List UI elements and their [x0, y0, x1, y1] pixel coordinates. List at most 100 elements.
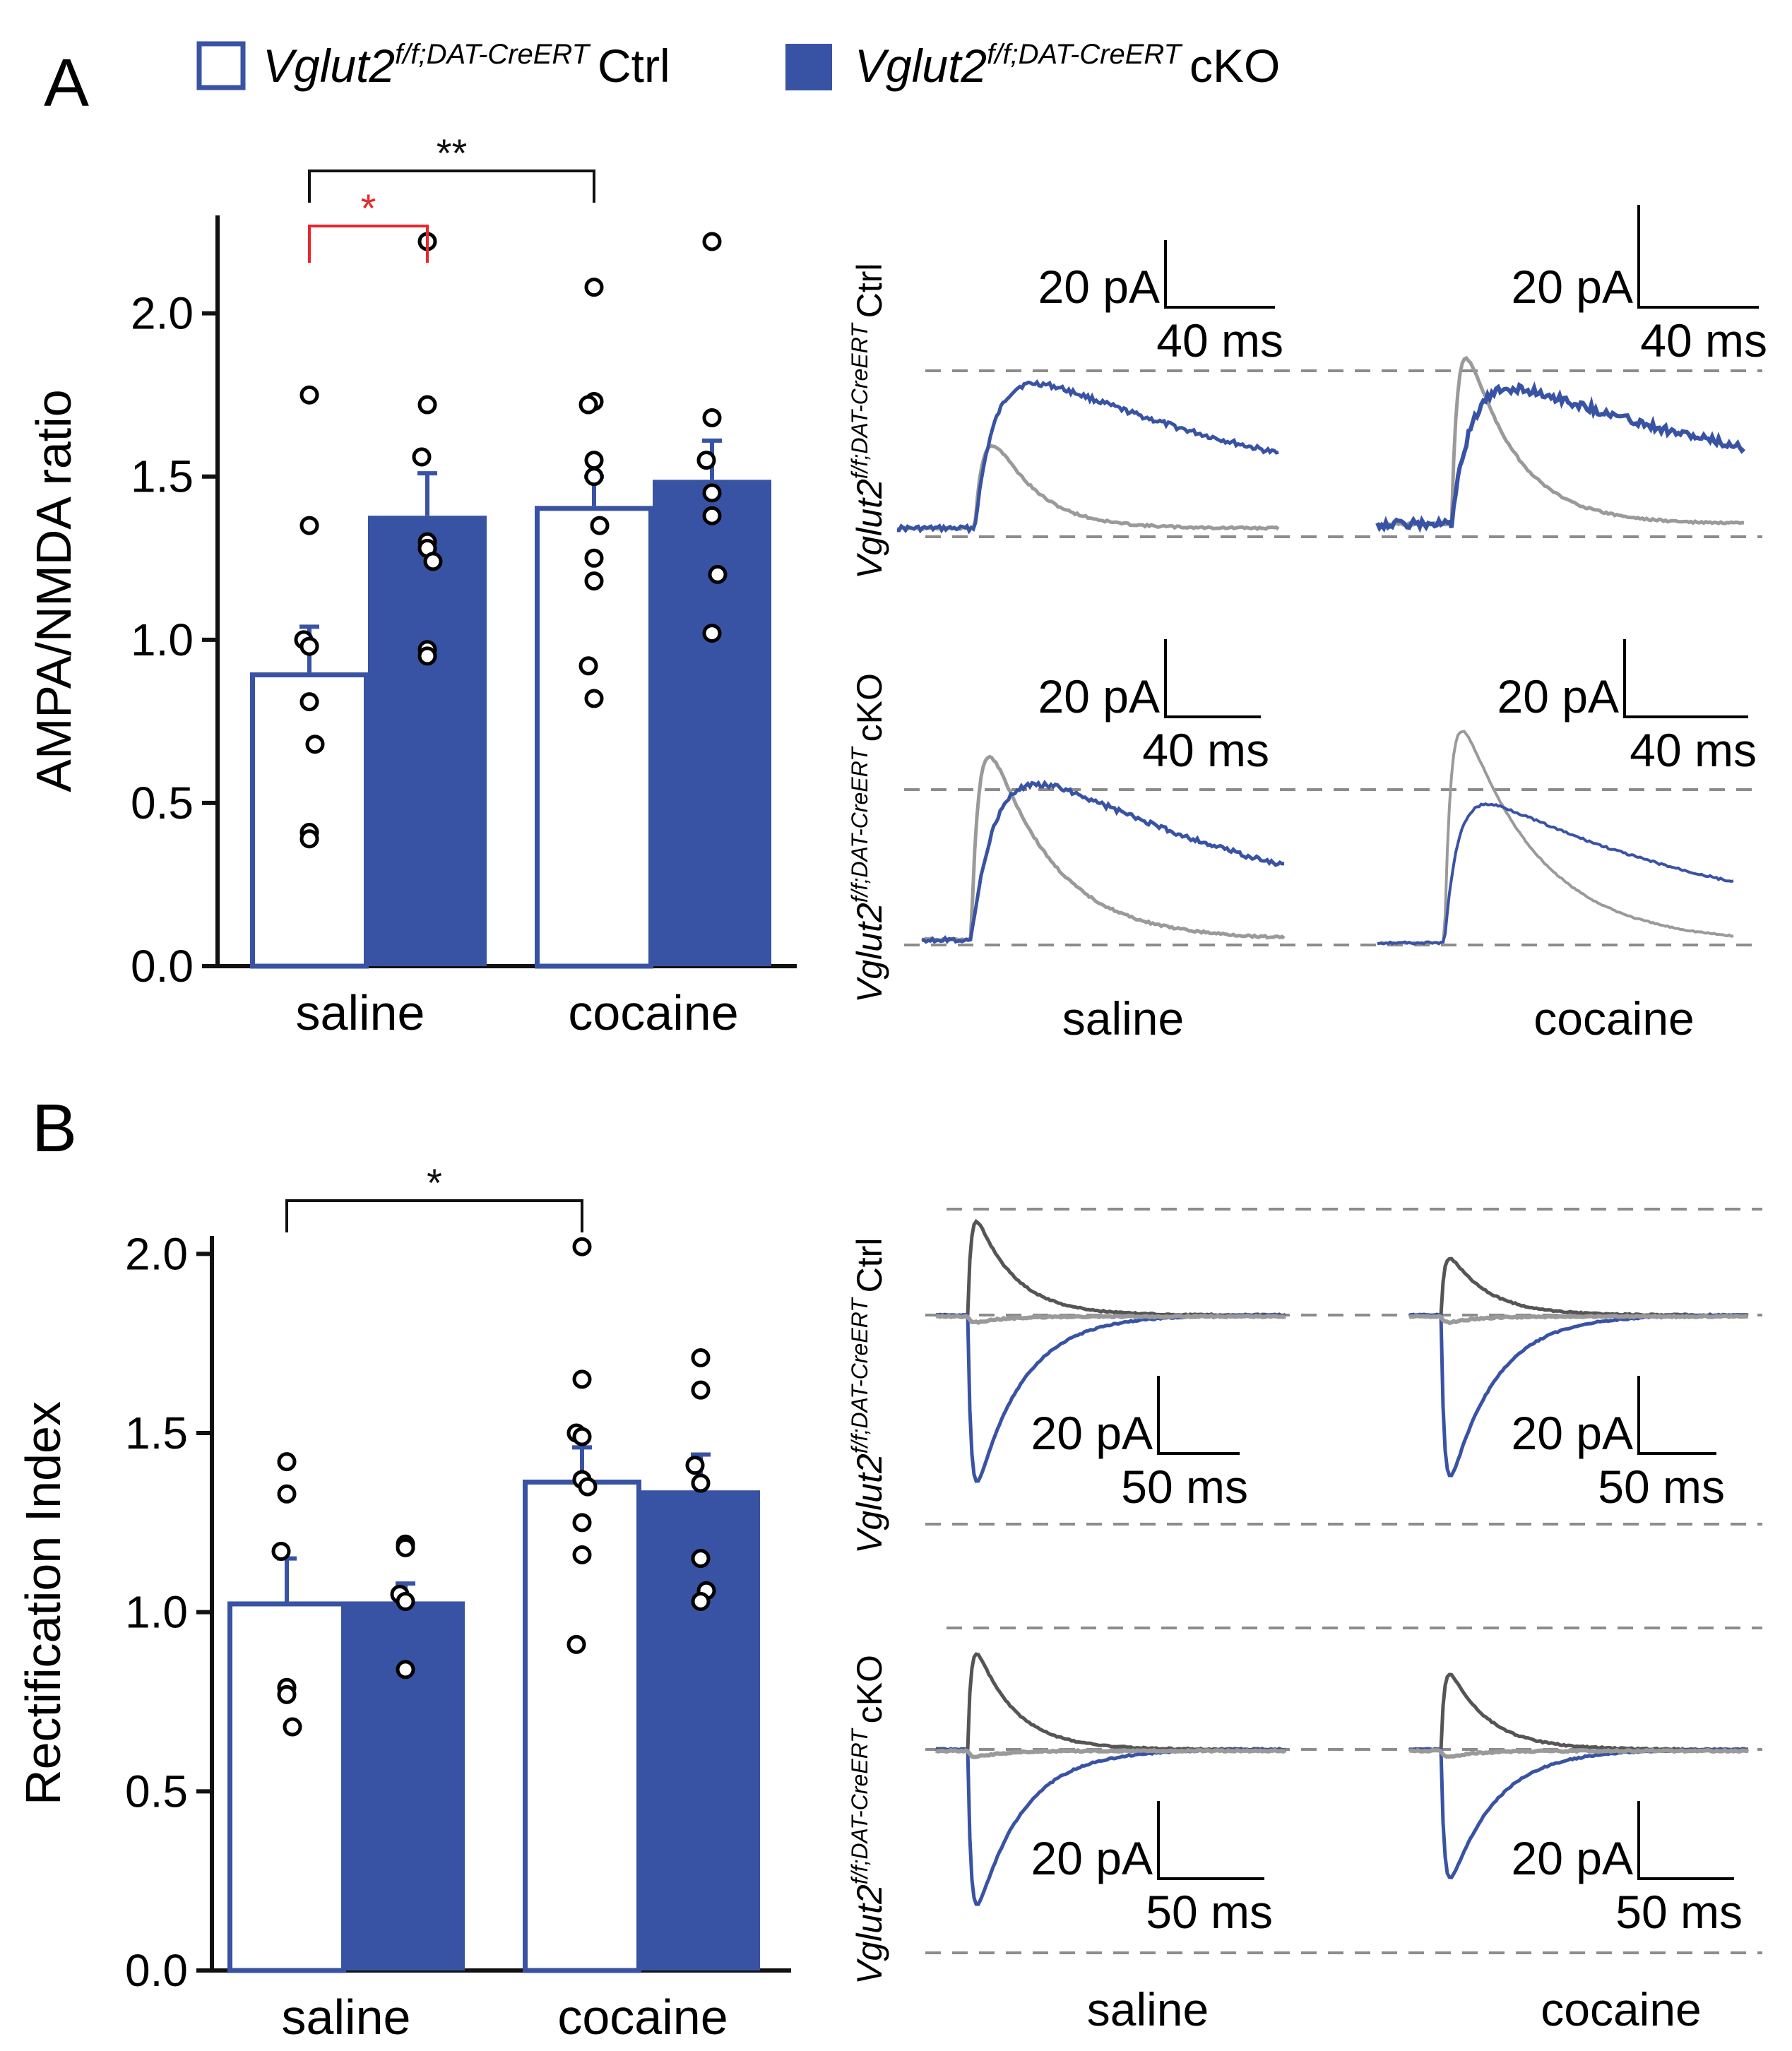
chart-a-data-point [584, 467, 604, 487]
chart-b-y-tick-label: 2.0 [125, 1228, 188, 1279]
trace-b-ctrl-cocaine-scale-bar [1637, 1376, 1716, 1455]
chart-b-data-point [396, 1660, 415, 1680]
trace-a-col-saline: saline [1062, 992, 1184, 1045]
chart-a-data-point [702, 506, 722, 525]
chart-b-x-tick-label: cocaine [557, 1990, 728, 2045]
chart-a-bar [368, 516, 487, 966]
chart-b-data-point [277, 1452, 297, 1472]
chart-a-y-tick-label: 1.5 [131, 451, 194, 502]
chart-a-significance-label: ** [437, 131, 468, 175]
trace-a-cko-saline-ampa [921, 754, 1286, 942]
chart-a-y-tick-label: 1.0 [131, 614, 194, 665]
trace-a-ctrl-saline-ampa [896, 443, 1280, 532]
trace-b-ctrl-cocaine-scale-time: 50 ms [1598, 1461, 1725, 1513]
trace-b-cko-saline-scale-time: 50 ms [1146, 1886, 1273, 1938]
trace-b-row-ctrl-label: Vglut2f/f;DAT-CreERTCtrl [847, 1238, 889, 1554]
chart-a-data-point [708, 564, 728, 584]
chart-a-data-point [299, 636, 319, 656]
trace-a-cko-saline-nmda [921, 780, 1284, 944]
chart-b-data-point [396, 1538, 415, 1557]
trace-a-cko-cocaine-nmda [1377, 802, 1734, 946]
chart-a-significance-bracket [308, 225, 429, 263]
chart-b-data-point [572, 1369, 592, 1389]
chart-b-data-point [277, 1684, 297, 1704]
chart-b-data-point [271, 1541, 291, 1561]
trace-b-col-cocaine: cocaine [1541, 1983, 1702, 2035]
chart-a-data-point [702, 232, 722, 251]
chart-a-data-point [696, 451, 716, 470]
panel-a-label: A [44, 45, 89, 121]
chart-a-significance-label: * [361, 186, 376, 230]
chart-b-data-point [685, 1456, 705, 1475]
chart-a-data-point [702, 408, 722, 428]
chart-a-data-point [584, 548, 604, 568]
trace-a-cko-cocaine-scale-current: 20 pA [1497, 670, 1619, 723]
legend: Vglut2f/f;DAT-CreERT Ctrl Vglut2f/f;DAT-C… [196, 39, 1280, 92]
trace-b-cko-saline-scale-bar [1157, 1801, 1264, 1880]
legend-cko-text: Vglut2f/f;DAT-CreERT cKO [855, 39, 1280, 92]
trace-b-cko-saline-positive [936, 1652, 1286, 1752]
trace-a-ctrl-saline-scale-current: 20 pA [1038, 261, 1160, 313]
trace-b-cko-saline-scale-current: 20 pA [1031, 1832, 1153, 1884]
chart-a-data-point [584, 571, 604, 591]
chart-a-data-point [305, 735, 325, 754]
chart-a-data-point [578, 395, 598, 415]
chart-b-data-point [691, 1549, 711, 1569]
chart-a: 0.0 0.5 1.0 1.5 2.0 AMPA/NMDA ratio saline coca… [26, 131, 797, 1040]
chart-b-x-tick-label: saline [282, 1990, 411, 2045]
chart-b-data-point [396, 1591, 415, 1611]
trace-a-ctrl-saline-scale-time: 40 ms [1156, 314, 1283, 367]
trace-b-ctrl-saline-scale-time: 50 ms [1121, 1461, 1248, 1513]
trace-b-cko-cocaine-scale-time: 50 ms [1615, 1886, 1743, 1938]
chart-b: 0.0 0.5 1.0 1.5 2.0 Rectification Index saline… [16, 1160, 791, 2045]
trace-b-col-saline: saline [1087, 1983, 1209, 2035]
chart-a-bar [250, 672, 369, 969]
trace-a-ctrl-saline-nmda [896, 379, 1279, 535]
chart-b-significance-bracket [285, 1199, 583, 1232]
chart-a-data-point [299, 692, 319, 712]
trace-a-ctrl-cocaine-ampa [1376, 355, 1745, 528]
chart-a-y-tick-label: 0.5 [131, 778, 194, 828]
chart-a-data-point [584, 278, 604, 297]
chart-a-y-tick-label: 2.0 [131, 288, 194, 339]
chart-b-data-point [572, 1237, 592, 1256]
chart-a-data-point [578, 656, 598, 676]
chart-a-data-point [417, 395, 437, 415]
chart-a-data-point [423, 552, 443, 571]
chart-b-bar [641, 1490, 760, 1970]
trace-b-ctrl-cocaine-positive [1408, 1256, 1749, 1318]
chart-b-data-point [691, 1348, 711, 1367]
chart-a-x-tick-label: cocaine [568, 985, 738, 1040]
chart-b-data-point [277, 1484, 297, 1504]
trace-a-cko-cocaine-scale-bar [1623, 639, 1748, 718]
chart-a-data-point [299, 829, 319, 849]
trace-b-ctrl-cocaine-reversal [1408, 1313, 1749, 1326]
chart-b-data-point [572, 1545, 592, 1565]
trace-b-ctrl-cocaine-scale-current: 20 pA [1512, 1407, 1633, 1459]
chart-b-data-point [691, 1591, 711, 1611]
chart-a-y-axis-label: AMPA/NMDA ratio [26, 389, 81, 792]
chart-b-y-tick-label: 1.5 [125, 1408, 188, 1458]
chart-a-data-point [590, 516, 610, 535]
trace-a-ctrl-saline-scale-bar [1164, 240, 1275, 309]
trace-a-cko-saline-scale-bar [1164, 639, 1261, 718]
chart-b-data-point [566, 1634, 586, 1654]
trace-b-ctrl-saline-reversal [935, 1313, 1286, 1326]
legend-cko-swatch [785, 44, 832, 90]
trace-b-cko-cocaine-reversal [1408, 1747, 1749, 1759]
chart-a-data-point [299, 516, 319, 535]
chart-a-significance-bracket [308, 170, 595, 203]
chart-b-data-point [578, 1477, 598, 1497]
chart-b-data-point [691, 1380, 711, 1400]
chart-a-x-tick-label: saline [296, 985, 425, 1040]
chart-a-bar [653, 480, 771, 966]
trace-b-cko-cocaine-scale-bar [1637, 1801, 1734, 1880]
chart-a-data-point [299, 385, 319, 405]
chart-a-data-point [412, 447, 432, 467]
trace-b-cko-cocaine-scale-current: 20 pA [1512, 1832, 1633, 1884]
chart-b-y-tick-label: 0.0 [125, 1945, 188, 1996]
trace-a-cko-saline-scale-time: 40 ms [1142, 724, 1269, 776]
legend-ctrl-swatch [196, 41, 246, 90]
